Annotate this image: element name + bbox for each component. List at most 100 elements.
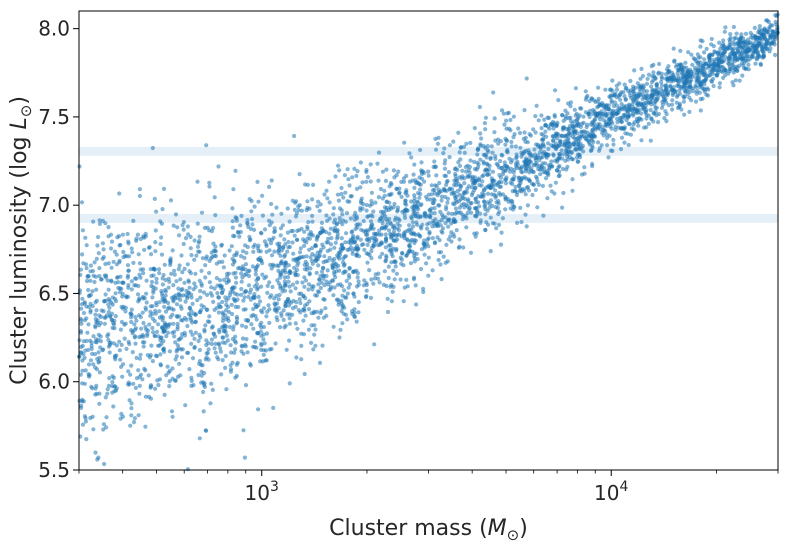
scatter-point [449, 230, 454, 235]
scatter-point [397, 190, 402, 195]
scatter-point [291, 251, 296, 256]
scatter-point [143, 368, 148, 373]
scatter-point [477, 104, 482, 110]
scatter-point [319, 220, 324, 225]
scatter-point [322, 283, 327, 288]
scatter-point [439, 194, 444, 199]
scatter-point [457, 192, 462, 197]
scatter-point [287, 338, 292, 343]
scatter-point [453, 174, 458, 179]
scatter-point [175, 225, 180, 230]
scatter-point [348, 194, 353, 199]
scatter-point [669, 88, 674, 93]
scatter-point [96, 455, 101, 460]
scatter-point [323, 306, 328, 311]
scatter-point [186, 290, 191, 295]
scatter-point [369, 249, 374, 254]
scatter-point [610, 148, 615, 153]
scatter-point [443, 158, 448, 163]
scatter-point [283, 261, 288, 266]
scatter-point [603, 122, 608, 127]
scatter-point [568, 119, 574, 124]
scatter-point [217, 259, 222, 265]
scatter-point [653, 105, 658, 110]
scatter-point [248, 363, 253, 368]
scatter-point [209, 285, 214, 290]
scatter-point [94, 256, 99, 261]
scatter-point [425, 226, 430, 231]
scatter-point [133, 283, 138, 288]
scatter-point [563, 114, 568, 119]
scatter-point [141, 344, 146, 349]
scatter-point [519, 164, 525, 169]
scatter-point [299, 208, 305, 213]
scatter-point [460, 217, 465, 222]
scatter-point [632, 106, 637, 111]
scatter-point [709, 36, 714, 42]
scatter-point [103, 261, 108, 267]
scatter-point [344, 278, 349, 284]
scatter-point [589, 96, 594, 101]
scatter-point [312, 323, 317, 328]
scatter-point [178, 277, 183, 282]
scatter-point [171, 223, 176, 228]
scatter-point [231, 187, 236, 192]
scatter-point [310, 261, 315, 266]
scatter-point [188, 246, 193, 251]
scatter-point [634, 108, 640, 114]
scatter-point [197, 436, 202, 441]
scatter-point [709, 63, 714, 68]
scatter-point [384, 253, 389, 258]
scatter-point [698, 55, 703, 60]
scatter-point [106, 383, 112, 388]
scatter-point [768, 36, 773, 41]
scatter-point [175, 321, 180, 326]
scatter-point [265, 283, 270, 288]
scatter-point [565, 151, 570, 156]
scatter-point [473, 180, 478, 186]
scatter-point [637, 86, 642, 92]
scatter-point [223, 353, 228, 359]
scatter-point [283, 303, 288, 308]
scatter-point [740, 73, 745, 78]
scatter-point [487, 167, 492, 172]
scatter-point [488, 185, 493, 191]
scatter-point [197, 347, 202, 353]
scatter-point [428, 197, 433, 202]
scatter-point [80, 358, 85, 363]
scatter-point [770, 29, 775, 34]
scatter-point [166, 322, 171, 327]
scatter-point [268, 262, 273, 267]
scatter-point [634, 92, 639, 97]
scatter-point [552, 191, 557, 196]
scatter-point [303, 278, 309, 283]
scatter-point [303, 313, 308, 318]
scatter-point [271, 405, 276, 410]
scatter-point [251, 306, 256, 312]
scatter-point [483, 227, 488, 232]
scatter-point [245, 218, 250, 223]
scatter-point [135, 292, 141, 297]
scatter-point [166, 276, 171, 281]
scatter-point [240, 323, 245, 328]
scatter-point [500, 216, 505, 221]
scatter-point [652, 102, 657, 107]
scatter-point [499, 108, 505, 113]
scatter-point [460, 168, 465, 173]
scatter-point [340, 321, 345, 326]
scatter-point [503, 181, 509, 186]
scatter-point [292, 233, 297, 238]
scatter-point [314, 255, 319, 260]
scatter-point [433, 147, 439, 152]
scatter-point [570, 177, 575, 182]
scatter-point [84, 437, 89, 442]
scatter-point [717, 40, 722, 45]
scatter-point [364, 288, 369, 293]
scatter-point [327, 179, 332, 184]
scatter-point [140, 310, 145, 315]
scatter-point [224, 333, 229, 338]
scatter-point [131, 381, 136, 386]
scatter-point [82, 414, 87, 419]
scatter-point [392, 259, 397, 264]
scatter-point [539, 137, 545, 142]
